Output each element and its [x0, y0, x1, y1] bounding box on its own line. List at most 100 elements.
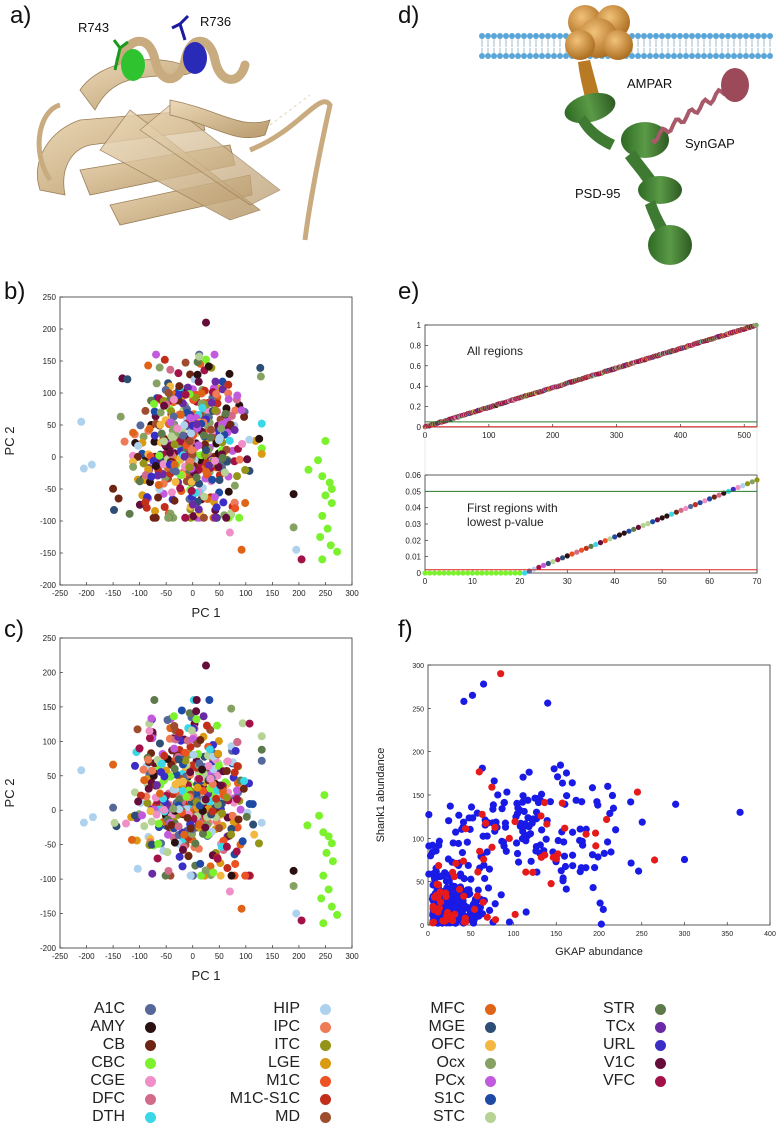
f-point-red: [483, 913, 491, 921]
e-bottom-point: [469, 570, 476, 576]
pca-c-point: [192, 715, 201, 724]
pca-b-point: [133, 452, 142, 461]
f-point-blue: [522, 908, 530, 916]
pca-b-point-outlier: [289, 523, 298, 532]
pca-b-point: [181, 390, 190, 399]
e-top-point: [753, 322, 759, 328]
pca-c-point: [257, 756, 266, 765]
pca-b-point: [225, 369, 234, 378]
pca-b-point-outlier: [225, 528, 234, 537]
f-point-red: [491, 823, 499, 831]
e-bottom-point: [422, 570, 428, 576]
pca-c-point-outlier: [231, 859, 240, 868]
legend-item: URL: [545, 1036, 695, 1054]
pca-b-ytick: -50: [44, 485, 56, 494]
pca-b-point: [170, 460, 179, 469]
legend-item: TCx: [545, 1018, 695, 1036]
pca-c-point: [134, 797, 143, 806]
f-point-blue: [445, 817, 453, 825]
legend-swatch: [485, 1076, 496, 1087]
f-point-blue: [596, 899, 604, 907]
f-point-blue: [497, 891, 505, 899]
legend-label: LGE: [267, 1054, 300, 1071]
pca-c-point: [214, 749, 223, 758]
pca-b-point: [226, 420, 235, 429]
e-bottom-point: [744, 481, 751, 487]
f-point-red: [475, 768, 483, 776]
f-point-red: [449, 916, 457, 925]
legend-item: DTH: [35, 1108, 185, 1126]
pca-b-point: [199, 513, 208, 522]
f-point-blue: [599, 905, 607, 913]
f-point-blue: [559, 874, 567, 882]
f-point-blue: [455, 811, 463, 819]
legend-swatch: [485, 1094, 496, 1105]
f-point-blue: [485, 865, 494, 873]
pca-b-ytick: -150: [40, 549, 57, 558]
pca-b-point: [166, 418, 175, 427]
legend-item: STC: [375, 1108, 525, 1126]
pca-b-point: [156, 420, 165, 429]
panel-label-f: f): [398, 616, 413, 643]
f-point-blue: [537, 790, 546, 798]
legend-swatch: [655, 1004, 666, 1015]
f-point-blue: [546, 798, 554, 806]
f-point-blue: [536, 841, 544, 849]
f-point-blue: [562, 885, 570, 893]
dashed-loop: [269, 94, 311, 126]
f-point-red: [434, 908, 442, 916]
pca-b-point: [215, 476, 224, 485]
pca-b-point: [129, 428, 138, 437]
pca-b-point: [160, 355, 169, 364]
pca-c-point-cbc: [324, 885, 333, 894]
f-point-blue: [502, 847, 510, 855]
legend-item: M1C: [210, 1072, 360, 1090]
f-point-blue: [486, 906, 494, 914]
pca-b-point: [257, 449, 266, 458]
f-xtick: 150: [550, 931, 562, 938]
pca-b-point: [210, 456, 219, 465]
pca-c-xtick: -150: [105, 952, 122, 961]
panel-label-a: a): [10, 2, 32, 29]
f-point-blue: [503, 788, 511, 796]
e-bottom-point: [465, 570, 471, 576]
f-point-blue: [456, 872, 464, 880]
pca-c-point: [145, 734, 154, 743]
pca-b-point: [204, 461, 213, 470]
pca-b-point: [166, 365, 175, 374]
pca-b-point: [241, 499, 250, 508]
f-point-blue: [458, 849, 467, 857]
f-point-red: [591, 829, 600, 837]
f-point-red: [561, 824, 569, 832]
pca-b-point: [181, 358, 190, 367]
e-bottom-point: [545, 560, 551, 567]
e-top-xtick: 500: [738, 431, 752, 440]
e-top-xtick: 300: [610, 431, 624, 440]
pca-c-point: [196, 859, 205, 868]
legend-label: VFC: [603, 1072, 635, 1089]
pca-b-point: [225, 436, 234, 445]
f-point-blue: [604, 782, 612, 790]
legend-swatch: [145, 1076, 156, 1087]
pca-c-point: [174, 822, 183, 831]
pca-c-point: [186, 871, 195, 880]
pca-b-point: [141, 406, 150, 415]
pca-c-point: [167, 821, 176, 830]
pca-b-xtick: 300: [345, 589, 359, 598]
pca-c-point: [241, 871, 250, 880]
f-point-blue: [577, 864, 585, 872]
f-point-blue: [589, 883, 597, 892]
pca-c-point: [231, 746, 240, 755]
e-bottom-point: [427, 570, 433, 576]
pca-c-point: [238, 837, 247, 846]
e-bottom-point: [612, 534, 618, 540]
legend-item: AMY: [35, 1018, 185, 1036]
pca-c-frame: [59, 637, 353, 949]
pca-b-point: [224, 380, 233, 389]
f-point-blue: [491, 900, 499, 908]
pca-b-point: [183, 383, 192, 392]
f-ylabel: Shank1 abundance: [375, 748, 387, 843]
f-point-red: [479, 898, 487, 906]
f-point-blue: [519, 827, 527, 835]
e-bottom-point: [531, 566, 537, 572]
